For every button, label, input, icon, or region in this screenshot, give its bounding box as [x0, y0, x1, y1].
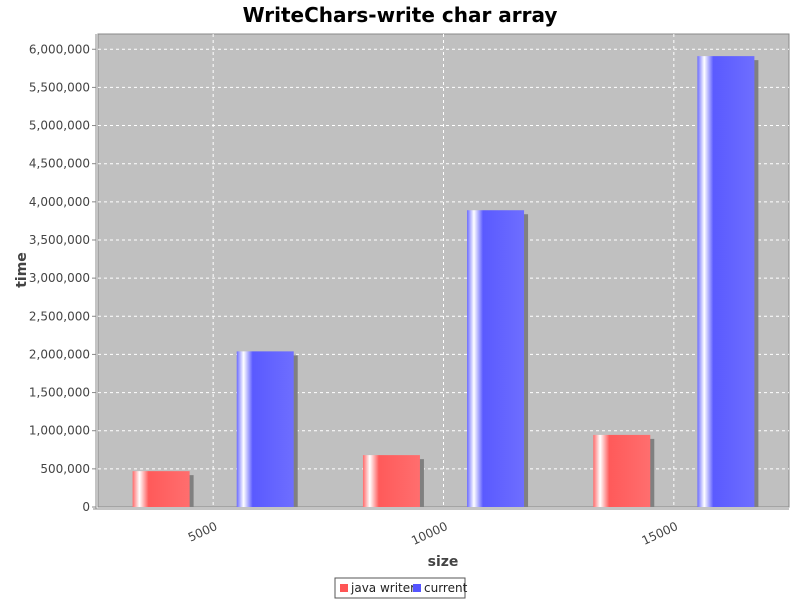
x-tick-label: 15000: [640, 519, 681, 548]
y-axis-label: time: [14, 252, 30, 288]
y-tick-label: 0: [82, 500, 90, 514]
bar-current-15000: [697, 56, 755, 507]
legend-label-java-writer: java writer: [350, 581, 415, 595]
y-tick-label: 5,500,000: [29, 80, 90, 94]
y-tick-label: 4,500,000: [29, 157, 90, 171]
bar-current-5000: [236, 351, 294, 507]
chart-title: WriteChars-write char array: [243, 3, 558, 27]
x-tick-label: 5000: [186, 519, 220, 545]
legend: java writer current: [334, 577, 468, 599]
bar-current-10000: [467, 210, 525, 507]
y-tick-label: 3,500,000: [29, 233, 90, 247]
y-tick-label: 3,000,000: [29, 271, 90, 285]
x-tick-label: 10000: [409, 519, 450, 548]
legend-label-current: current: [424, 581, 468, 595]
grid: [98, 34, 789, 507]
legend-swatch-java-writer: [340, 584, 348, 592]
bars: [132, 56, 759, 507]
y-tick-label: 1,500,000: [29, 386, 90, 400]
y-tick-label: 500,000: [40, 462, 90, 476]
bar-java-writer-15000: [593, 434, 651, 507]
bar-java-writer-5000: [132, 471, 190, 507]
legend-box: [334, 577, 466, 599]
y-tick-label: 5,000,000: [29, 119, 90, 133]
bar-java-writer-10000: [362, 455, 420, 507]
y-tick-label: 6,000,000: [29, 42, 90, 56]
y-axis-ticks: 0 500,000 1,000,000 1,500,000 2,000,000 2,500…: [29, 42, 96, 514]
x-axis-label: size: [428, 554, 459, 570]
legend-swatch-current: [413, 584, 421, 592]
y-tick-label: 1,000,000: [29, 424, 90, 438]
x-axis-ticks: 5000 10000 15000: [186, 519, 680, 548]
y-tick-label: 4,000,000: [29, 195, 90, 209]
y-tick-label: 2,500,000: [29, 309, 90, 323]
y-tick-label: 2,000,000: [29, 347, 90, 361]
